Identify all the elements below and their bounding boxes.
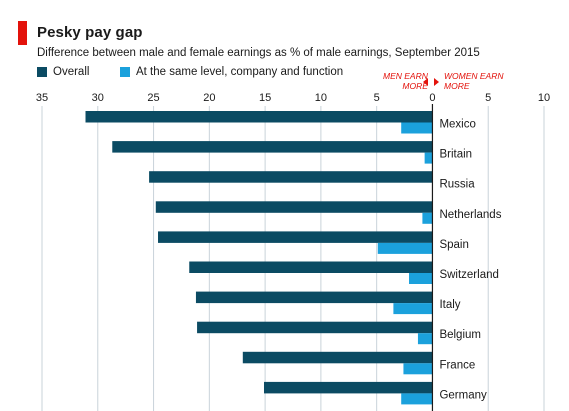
men-earn-more-label: MEN EARN MORE — [383, 71, 428, 91]
women-earn-more-line1: WOMEN EARN — [444, 71, 504, 81]
legend-item-same-level: At the same level, company and function — [120, 66, 343, 78]
bar-same-level — [403, 363, 433, 375]
category-label: Britain — [439, 149, 472, 161]
bar-same-level — [422, 212, 433, 224]
bar-overall — [195, 291, 433, 304]
bar-overall — [112, 141, 433, 153]
category-label: Spain — [439, 239, 468, 251]
bar-overall — [158, 231, 433, 243]
bar-same-level — [377, 242, 433, 254]
x-tick-label: 5 — [485, 92, 491, 104]
category-label: Belgium — [439, 329, 481, 341]
bar-overall — [85, 111, 433, 123]
bar-overall — [263, 381, 433, 394]
bar-same-level — [409, 273, 433, 284]
bar-same-level — [401, 393, 433, 405]
brand-tag — [18, 21, 27, 45]
bar-overall — [189, 261, 433, 273]
arrow-left-icon — [423, 78, 428, 86]
women-earn-more-line2: MORE — [444, 81, 470, 91]
bar-overall — [242, 351, 433, 364]
category-label: Russia — [439, 179, 475, 191]
women-earn-more-label: WOMEN EARN MORE — [444, 71, 504, 91]
legend-swatch-same-level — [120, 67, 130, 77]
x-tick-label: 0 — [429, 92, 435, 104]
bar-same-level — [401, 122, 433, 134]
legend-label-overall: Overall — [53, 66, 90, 78]
chart-title: Pesky pay gap — [37, 24, 143, 41]
category-label: Italy — [439, 299, 460, 311]
x-tick-label: 15 — [259, 92, 271, 104]
bar-same-level — [393, 303, 433, 315]
category-label: France — [439, 359, 475, 371]
category-label: Mexico — [439, 119, 475, 131]
legend-item-overall: Overall — [37, 66, 89, 78]
bar-same-level — [424, 152, 433, 164]
bar-same-level — [417, 333, 433, 345]
bar-overall — [155, 201, 433, 213]
arrow-right-icon — [434, 78, 439, 86]
category-label: Switzerland — [439, 269, 498, 281]
bar-overall — [149, 171, 433, 183]
chart-subtitle: Difference between male and female earni… — [37, 47, 480, 59]
x-tick-label: 35 — [36, 92, 48, 104]
x-tick-label: 5 — [374, 92, 380, 104]
men-earn-more-line1: MEN EARN — [383, 71, 428, 81]
x-tick-label: 20 — [203, 92, 215, 104]
x-tick-label: 25 — [147, 92, 159, 104]
x-tick-label: 10 — [538, 92, 550, 104]
legend-label-same-level: At the same level, company and function — [136, 66, 344, 78]
men-earn-more-line2: MORE — [402, 81, 428, 91]
category-label: Germany — [439, 389, 487, 401]
x-tick-label: 30 — [92, 92, 104, 104]
x-tick-label: 10 — [315, 92, 327, 104]
legend-swatch-overall — [37, 67, 47, 77]
category-label: Netherlands — [439, 209, 501, 221]
bar-overall — [197, 321, 433, 334]
